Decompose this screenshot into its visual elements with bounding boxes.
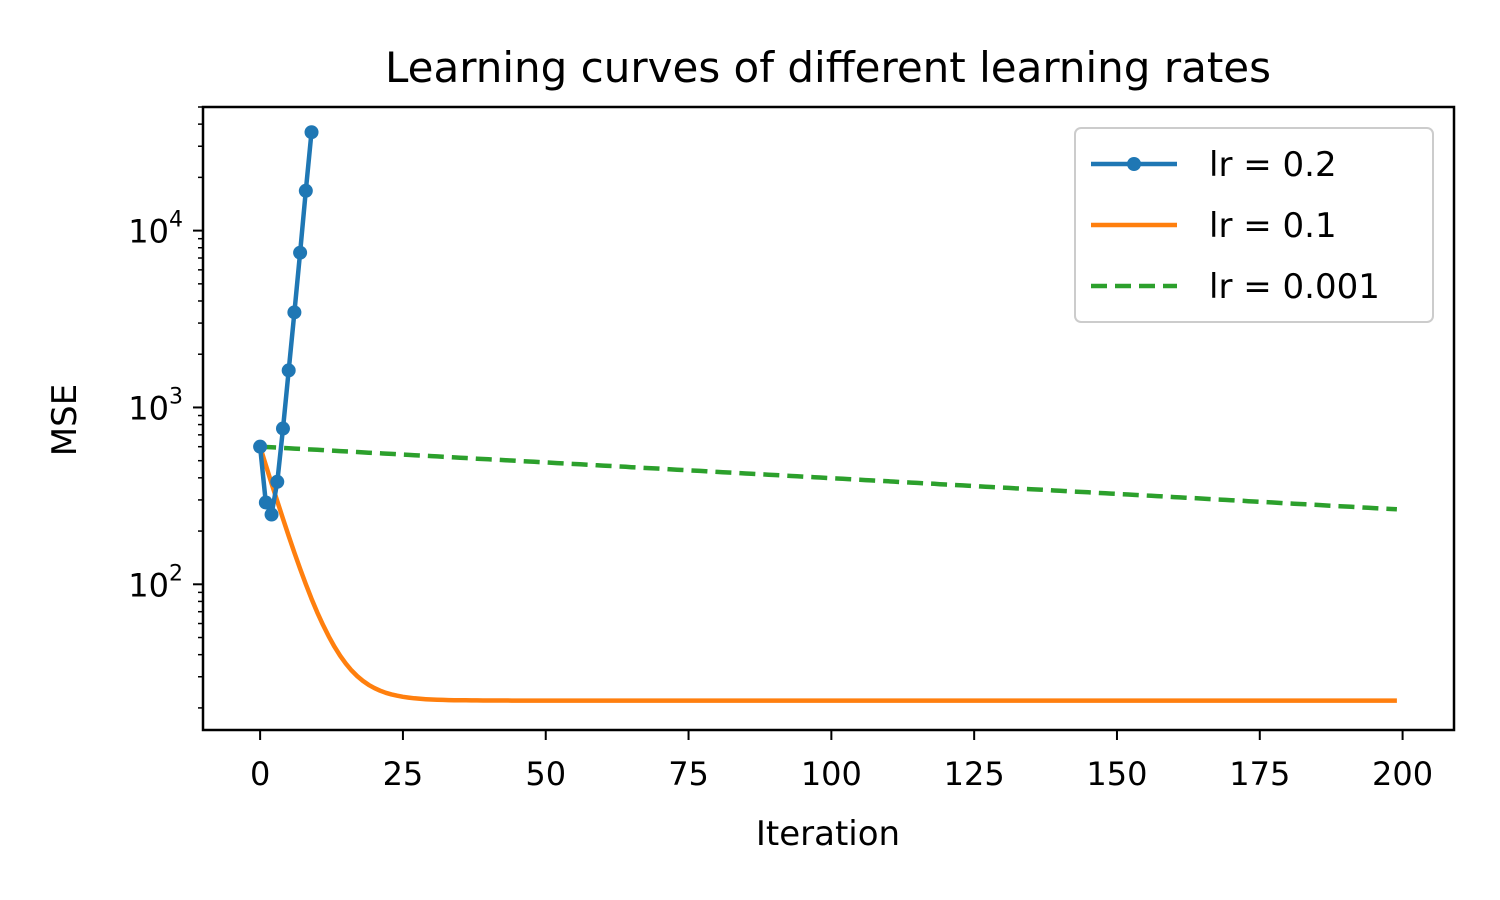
y-tick-label: 102 [128, 561, 183, 604]
series-point [293, 245, 308, 260]
legend-label: lr = 0.1 [1209, 206, 1337, 246]
series-point [304, 125, 319, 140]
plot-frame [201, 105, 1456, 732]
x-tick-label: 25 [383, 755, 424, 793]
x-axis-label: Iteration [756, 814, 900, 854]
y-axis: 102 103 104 [128, 106, 203, 709]
series-point [275, 421, 290, 436]
x-tick-label: 150 [1086, 755, 1147, 793]
series-point [258, 495, 273, 510]
series-point [281, 363, 296, 378]
legend-label: lr = 0.001 [1209, 267, 1380, 307]
x-tick-label: 175 [1229, 755, 1290, 793]
chart-title: Learning curves of different learning ra… [385, 43, 1271, 92]
series-point [287, 305, 302, 320]
x-tick-label: 50 [525, 755, 566, 793]
series-point [264, 507, 279, 522]
y-tick-label: 103 [128, 384, 183, 427]
series-line-2 [257, 446, 1397, 703]
series-point [270, 474, 285, 489]
series-point [298, 183, 313, 198]
y-axis-label: MSE [45, 384, 85, 456]
x-tick-label: 125 [944, 755, 1005, 793]
legend-marker [1127, 157, 1141, 171]
series-point [253, 439, 268, 454]
x-tick-label: 100 [801, 755, 862, 793]
x-tick-label: 200 [1372, 755, 1433, 793]
y-tick-label: 104 [128, 208, 183, 251]
legend: lr = 0.2 lr = 0.1 lr = 0.001 [1074, 127, 1434, 323]
series-line-3 [259, 444, 1398, 512]
x-tick-label: 0 [250, 755, 270, 793]
x-axis: 0 25 50 75 100 125 150 175 200 [250, 730, 1433, 793]
legend-box [1074, 127, 1434, 323]
x-tick-label: 75 [668, 755, 709, 793]
plot-area [253, 125, 1398, 703]
legend-label: lr = 0.2 [1209, 145, 1337, 185]
